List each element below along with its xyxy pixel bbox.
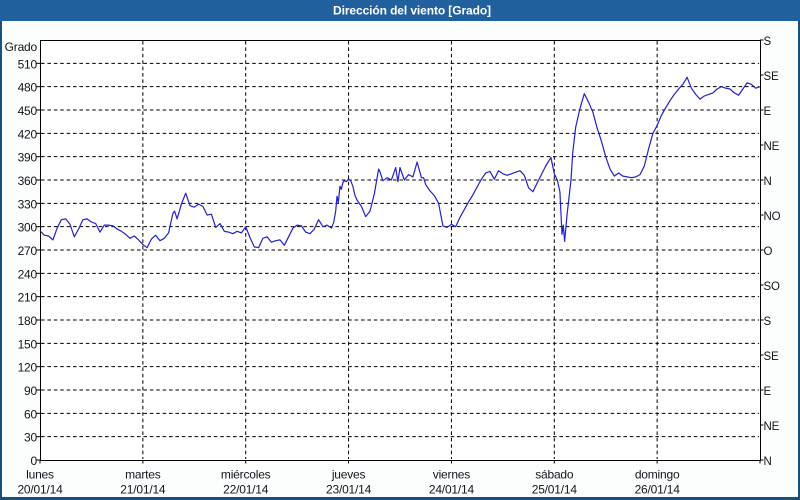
- svg-text:270: 270: [18, 244, 38, 258]
- svg-text:330: 330: [18, 197, 38, 211]
- svg-text:martes: martes: [125, 468, 161, 482]
- svg-text:30: 30: [24, 431, 37, 445]
- svg-text:22/01/14: 22/01/14: [223, 483, 269, 497]
- svg-text:450: 450: [18, 104, 38, 118]
- svg-text:viernes: viernes: [433, 468, 470, 482]
- svg-text:21/01/14: 21/01/14: [120, 483, 166, 497]
- svg-text:0: 0: [31, 454, 38, 468]
- svg-text:NE: NE: [764, 141, 780, 153]
- svg-text:25/01/14: 25/01/14: [532, 483, 578, 497]
- svg-text:O: O: [764, 246, 773, 258]
- svg-text:24/01/14: 24/01/14: [429, 483, 475, 497]
- svg-text:210: 210: [18, 291, 38, 305]
- svg-text:E: E: [764, 386, 772, 398]
- svg-text:390: 390: [18, 151, 38, 165]
- svg-text:SE: SE: [764, 71, 779, 83]
- svg-text:420: 420: [18, 127, 38, 141]
- svg-text:sábado: sábado: [535, 468, 574, 482]
- svg-text:360: 360: [18, 174, 38, 188]
- svg-text:23/01/14: 23/01/14: [326, 483, 372, 497]
- svg-text:S: S: [764, 316, 772, 328]
- svg-text:S: S: [764, 36, 772, 48]
- svg-text:180: 180: [18, 314, 38, 328]
- svg-text:60: 60: [24, 407, 37, 421]
- svg-text:510: 510: [18, 57, 38, 71]
- svg-text:NO: NO: [764, 211, 781, 223]
- svg-text:300: 300: [18, 221, 38, 235]
- svg-text:jueves: jueves: [331, 468, 366, 482]
- svg-text:26/01/14: 26/01/14: [635, 483, 681, 497]
- svg-text:N: N: [764, 456, 772, 468]
- svg-text:90: 90: [24, 384, 37, 398]
- svg-text:480: 480: [18, 81, 38, 95]
- svg-text:lunes: lunes: [26, 468, 54, 482]
- svg-text:E: E: [764, 106, 772, 118]
- svg-text:miércoles: miércoles: [221, 468, 271, 482]
- svg-text:150: 150: [18, 337, 38, 351]
- svg-text:Dirección del viento [Grado]: Dirección del viento [Grado]: [333, 4, 491, 18]
- svg-text:20/01/14: 20/01/14: [17, 483, 63, 497]
- svg-text:N: N: [764, 176, 772, 188]
- svg-text:SE: SE: [764, 351, 779, 363]
- svg-text:240: 240: [18, 267, 38, 281]
- svg-text:NE: NE: [764, 421, 780, 433]
- svg-text:domingo: domingo: [635, 468, 680, 482]
- svg-text:120: 120: [18, 361, 38, 375]
- svg-text:Grado: Grado: [5, 40, 38, 54]
- svg-text:SO: SO: [764, 281, 780, 293]
